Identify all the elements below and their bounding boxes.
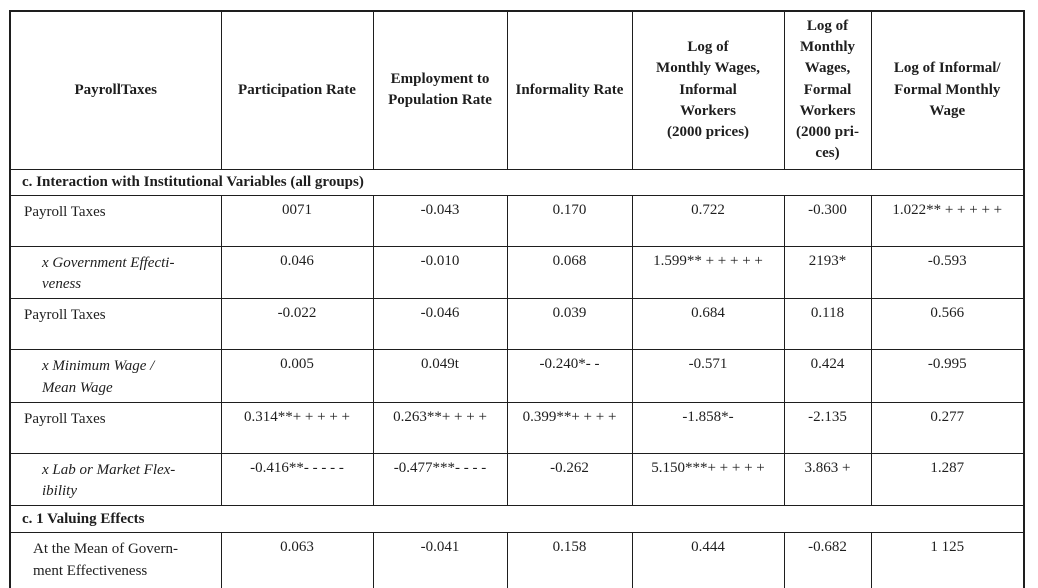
table-row: At the Mean of Govern- ment Effectivenes… xyxy=(9,532,1025,588)
cell: -0.010 xyxy=(372,245,508,299)
section-header: c. 1 Valuing Effects xyxy=(9,505,1025,533)
col-header-log-wages-formal: Log of Monthly Wages, Formal Workers (20… xyxy=(783,10,872,170)
cell: -0.262 xyxy=(506,452,633,506)
cell: 0.049t xyxy=(372,349,508,403)
cell: 2193* xyxy=(783,245,872,299)
cell: 1.599** + + + + + xyxy=(631,245,785,299)
cell: 0.158 xyxy=(506,532,633,588)
section-row-interaction: c. Interaction with Institutional Variab… xyxy=(9,168,1025,196)
cell: 0.039 xyxy=(506,298,633,350)
cell: 0.424 xyxy=(783,349,872,403)
cell: -1.858*- xyxy=(631,401,785,454)
cell: 0.046 xyxy=(220,245,374,299)
table-row: x Lab or Market Flex- ibility -0.416**- … xyxy=(9,452,1025,506)
cell: -0.022 xyxy=(220,298,374,350)
cell: 0.118 xyxy=(783,298,872,350)
header-row: PayrollTaxes Participation Rate Employme… xyxy=(9,10,1025,170)
table-row: Payroll Taxes -0.022 -0.046 0.039 0.684 … xyxy=(9,298,1025,350)
cell: 0.063 xyxy=(220,532,374,588)
cell: 0.566 xyxy=(870,298,1025,350)
cell: -2.135 xyxy=(783,401,872,454)
table-row: Payroll Taxes 0.314**+ + + + + 0.263**+ … xyxy=(9,401,1025,454)
row-label: Payroll Taxes xyxy=(9,298,222,350)
cell: -0.593 xyxy=(870,245,1025,299)
cell: -0.046 xyxy=(372,298,508,350)
cell: 0.399**+ + + + xyxy=(506,401,633,454)
cell: -0.682 xyxy=(783,532,872,588)
regression-results-table: PayrollTaxes Participation Rate Employme… xyxy=(9,10,1025,588)
cell: 0071 xyxy=(220,194,374,247)
row-label: x Lab or Market Flex- ibility xyxy=(9,452,222,506)
row-label: x Minimum Wage / Mean Wage xyxy=(9,349,222,403)
cell: 1.287 xyxy=(870,452,1025,506)
cell: -0.043 xyxy=(372,194,508,247)
cell: 1 125 xyxy=(870,532,1025,588)
row-label: At the Mean of Govern- ment Effectivenes… xyxy=(9,532,222,588)
table-row: x Minimum Wage / Mean Wage 0.005 0.049t … xyxy=(9,349,1025,403)
col-header-informality-rate: Informality Rate xyxy=(506,10,633,170)
cell: -0.416**- - - - - xyxy=(220,452,374,506)
cell: 0.277 xyxy=(870,401,1025,454)
col-header-log-wages-informal: Log of Monthly Wages, Informal Workers (… xyxy=(631,10,785,170)
cell: 0.314**+ + + + + xyxy=(220,401,374,454)
cell: 1.022** + + + + + xyxy=(870,194,1025,247)
cell: 0.068 xyxy=(506,245,633,299)
cell: -0.041 xyxy=(372,532,508,588)
cell: -0.571 xyxy=(631,349,785,403)
section-row-valuing-effects: c. 1 Valuing Effects xyxy=(9,505,1025,533)
cell: -0.300 xyxy=(783,194,872,247)
cell: 0.684 xyxy=(631,298,785,350)
section-header: c. Interaction with Institutional Variab… xyxy=(9,168,1025,196)
row-label: x Government Effecti- veness xyxy=(9,245,222,299)
cell: 0.444 xyxy=(631,532,785,588)
table-row: x Government Effecti- veness 0.046 -0.01… xyxy=(9,245,1025,299)
row-label: Payroll Taxes xyxy=(9,194,222,247)
col-header-participation-rate: Participation Rate xyxy=(220,10,374,170)
cell: -0.477***- - - - xyxy=(372,452,508,506)
col-header-log-informal-formal-wage: Log of Informal/ Formal Monthly Wage xyxy=(870,10,1025,170)
cell: -0.240*- - xyxy=(506,349,633,403)
row-label: Payroll Taxes xyxy=(9,401,222,454)
cell: 0.263**+ + + + xyxy=(372,401,508,454)
table-row: Payroll Taxes 0071 -0.043 0.170 0.722 -0… xyxy=(9,194,1025,247)
cell: 3.863 + xyxy=(783,452,872,506)
cell: -0.995 xyxy=(870,349,1025,403)
cell: 0.005 xyxy=(220,349,374,403)
cell: 0.170 xyxy=(506,194,633,247)
col-header-employment-population-rate: Employment to Population Rate xyxy=(372,10,508,170)
cell: 0.722 xyxy=(631,194,785,247)
col-header-payroll-taxes: PayrollTaxes xyxy=(9,10,222,170)
cell: 5.150***+ + + + + xyxy=(631,452,785,506)
